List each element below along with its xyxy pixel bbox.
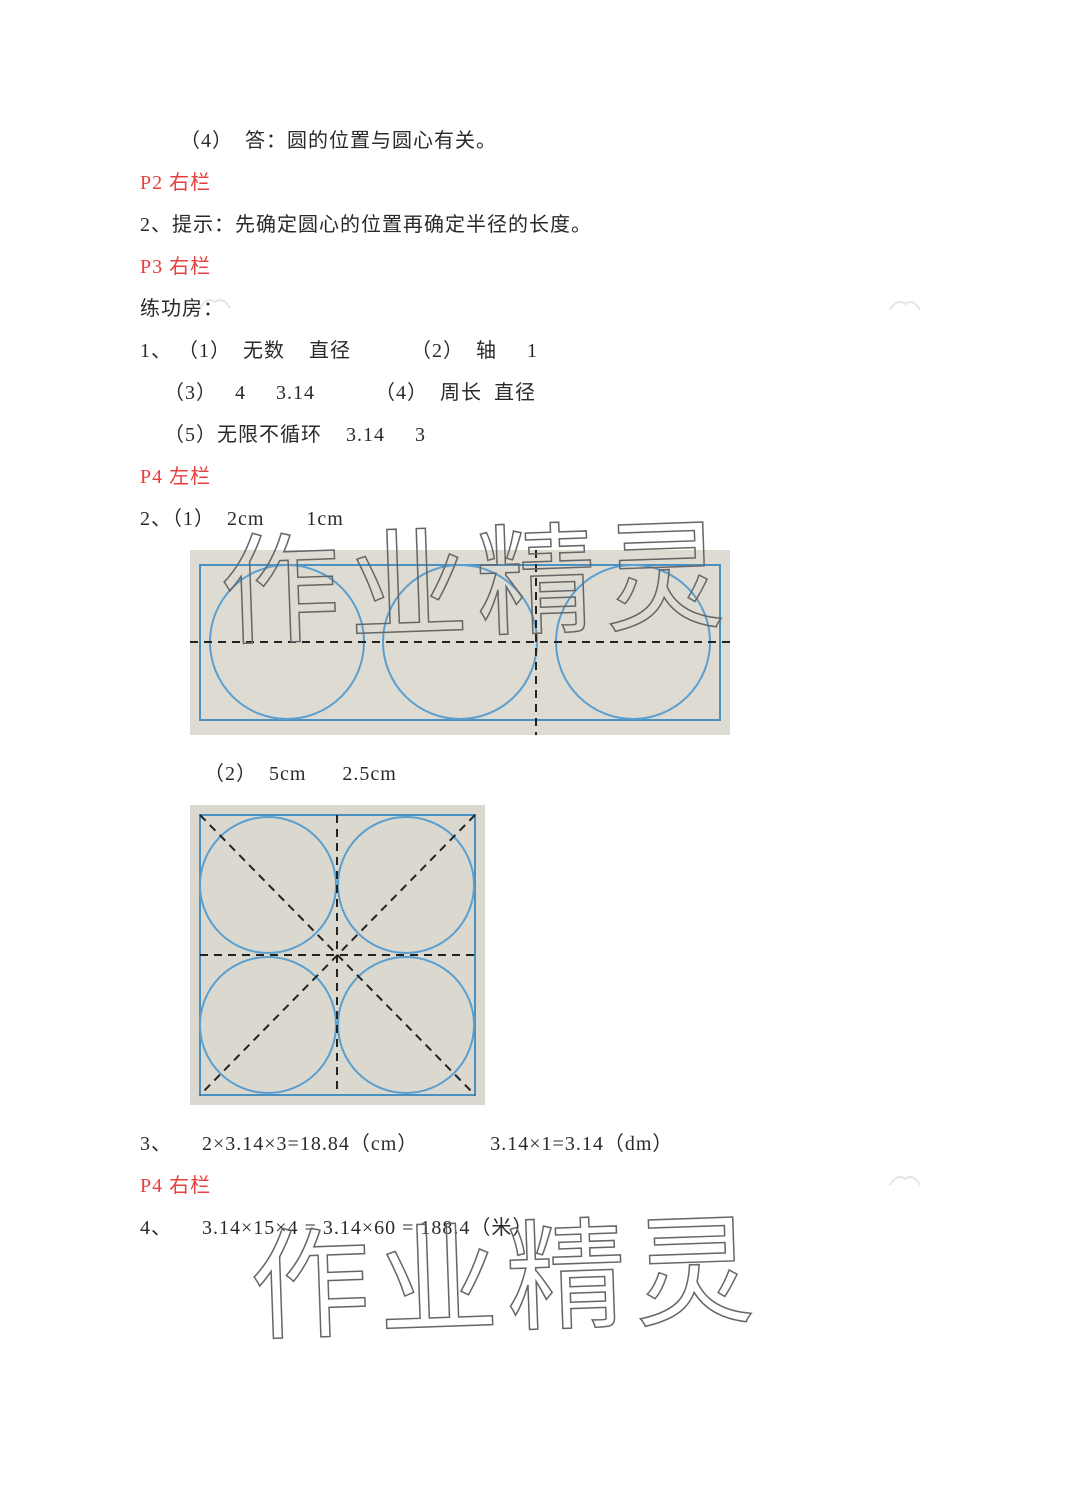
- figure-1-svg: [190, 550, 730, 735]
- answer-4: （4） 答：圆的位置与圆心有关。: [140, 120, 925, 162]
- section-p3: P3 右栏: [140, 246, 925, 288]
- q4: 4、 3.14×15×4 = 3.14×60 = 188.4（米）: [140, 1207, 925, 1249]
- figure-2-svg: [190, 805, 485, 1105]
- figure-2: [190, 805, 925, 1105]
- hint-2: 2、提示：先确定圆心的位置再确定半径的长度。: [140, 204, 925, 246]
- q1-row2: （3） 4 3.14 （4） 周长 直径: [140, 372, 925, 414]
- figure-1: [190, 550, 925, 735]
- document-page: （4） 答：圆的位置与圆心有关。 P2 右栏 2、提示：先确定圆心的位置再确定半…: [0, 0, 1065, 1485]
- q1-row1: 1、 （1） 无数 直径 （2） 轴 1: [140, 330, 925, 372]
- q3: 3、 2×3.14×3=18.84（cm） 3.14×1=3.14（dm）: [140, 1123, 925, 1165]
- section-p4-left: P4 左栏: [140, 456, 925, 498]
- practice-heading: 练功房：: [140, 288, 925, 330]
- section-p4-right: P4 右栏: [140, 1165, 925, 1207]
- q2-2-label: （2） 5cm 2.5cm: [140, 753, 925, 795]
- q1-row3: （5）无限不循环 3.14 3: [140, 414, 925, 456]
- section-p2: P2 右栏: [140, 162, 925, 204]
- q2-1-label: 2、（1） 2cm 1cm: [140, 498, 925, 540]
